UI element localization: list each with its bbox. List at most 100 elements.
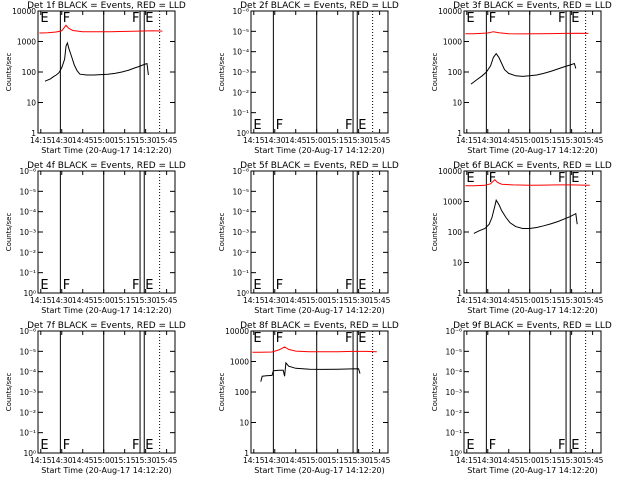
y-tick-label: 10⁻³ (232, 68, 249, 77)
y-tick-label: 1 (244, 449, 249, 458)
x-axis-label: Start Time (20-Aug-17 14:12:20) (41, 306, 172, 315)
plot-title: Det 9f BLACK = Events, RED = LLD (453, 321, 612, 331)
x-tick-label: 15:00 (306, 456, 328, 465)
marker-f: F (558, 438, 565, 453)
x-axis-label: Start Time (20-Aug-17 14:12:20) (254, 146, 385, 155)
y-axis-label: Counts/sec (431, 53, 439, 92)
x-tick-label: 15:30 (135, 456, 157, 465)
x-tick-label: 14:15 (456, 296, 478, 305)
y-tick-label: 10⁻⁶ (19, 327, 36, 336)
y-tick-label: 10 (239, 419, 249, 428)
panel-det-9: Det 9f BLACK = Events, RED = LLD Counts/s… (431, 321, 612, 475)
panel-det-4: Det 4f BLACK = Events, RED = LLD Counts/s… (5, 161, 186, 315)
marker-e: E (571, 171, 579, 186)
x-tick-label: 15:45 (156, 296, 178, 305)
x-axis-label: Start Time (20-Aug-17 14:12:20) (41, 146, 172, 155)
y-tick-label: 10⁻⁵ (232, 187, 249, 196)
panel-det-2: Det 2f BLACK = Events, RED = LLD Counts/s… (218, 1, 399, 155)
x-tick-label: 14:15 (243, 136, 265, 145)
y-tick-label: 10⁻⁵ (445, 347, 462, 356)
x-tick-label: 15:30 (348, 296, 370, 305)
y-tick-label: 10 (452, 99, 462, 108)
y-axis-label: Counts/sec (218, 213, 226, 252)
x-tick-label: 15:45 (582, 456, 604, 465)
x-tick-label: 14:45 (285, 136, 307, 145)
y-tick-label: 10 (452, 259, 462, 268)
y-tick-label: 1000 (443, 38, 462, 47)
x-tick-label: 14:15 (30, 136, 52, 145)
y-tick-label: 10⁻¹ (232, 269, 249, 278)
y-tick-label: 1 (31, 129, 36, 138)
plot-title: Det 2f BLACK = Events, RED = LLD (240, 1, 399, 11)
y-tick-label: 10⁻¹ (445, 429, 462, 438)
marker-e: E (145, 11, 153, 26)
panel-det-3: Det 3f BLACK = Events, RED = LLD Counts/s… (431, 1, 612, 155)
marker-e: E (571, 438, 579, 453)
x-tick-label: 15:00 (519, 456, 541, 465)
x-tick-label: 15:45 (582, 296, 604, 305)
x-tick-label: 14:15 (243, 456, 265, 465)
plot-frame (250, 10, 389, 134)
x-tick-label: 15:15 (114, 296, 136, 305)
plot-frame (37, 330, 176, 454)
x-tick-label: 15:30 (135, 296, 157, 305)
y-tick-label: 1000 (443, 198, 462, 207)
marker-e: E (40, 278, 48, 293)
x-tick-label: 15:30 (135, 136, 157, 145)
x-tick-label: 15:30 (561, 456, 583, 465)
x-tick-label: 14:30 (264, 456, 286, 465)
y-tick-label: 10⁻² (232, 88, 249, 97)
panel-det-5: Det 5f BLACK = Events, RED = LLD Counts/s… (218, 161, 399, 315)
x-tick-label: 14:15 (30, 456, 52, 465)
x-tick-label: 15:30 (561, 296, 583, 305)
plot-frame (463, 330, 602, 454)
marker-f: F (276, 278, 283, 293)
y-tick-label: 100 (448, 228, 463, 237)
y-tick-label: 10000 (438, 7, 462, 16)
marker-f: F (63, 278, 70, 293)
y-tick-label: 10⁻¹ (232, 109, 249, 118)
series-line-lld (39, 24, 163, 34)
y-tick-label: 100 (448, 68, 463, 77)
x-tick-label: 14:15 (456, 136, 478, 145)
plot-frame (463, 170, 602, 294)
y-tick-label: 10⁻¹ (19, 269, 36, 278)
panel-det-1: Det 1f BLACK = Events, RED = LLD Counts/s… (5, 1, 186, 155)
plot-title: Det 7f BLACK = Events, RED = LLD (27, 321, 186, 331)
x-tick-label: 15:00 (519, 296, 541, 305)
y-tick-label: 10⁻⁴ (232, 208, 249, 217)
series-line-lld (465, 31, 589, 35)
y-tick-label: 1000 (230, 358, 249, 367)
plot-title: Det 4f BLACK = Events, RED = LLD (27, 161, 186, 171)
x-tick-label: 14:45 (72, 136, 94, 145)
y-tick-label: 10⁰ (23, 449, 36, 458)
x-tick-label: 14:30 (477, 296, 499, 305)
y-tick-label: 10⁻⁶ (445, 327, 462, 336)
x-tick-label: 14:45 (498, 136, 520, 145)
x-tick-label: 15:15 (327, 296, 349, 305)
marker-f: F (132, 438, 139, 453)
marker-e: E (358, 278, 366, 293)
y-tick-label: 1000 (17, 38, 36, 47)
x-tick-label: 14:45 (285, 296, 307, 305)
series-line-events (260, 361, 361, 382)
y-tick-label: 10⁰ (236, 289, 249, 298)
plot-frame (250, 330, 389, 454)
y-axis-label: Counts/sec (431, 213, 439, 252)
x-tick-label: 14:45 (72, 296, 94, 305)
x-axis-label: Start Time (20-Aug-17 14:12:20) (467, 146, 598, 155)
marker-f: F (558, 11, 565, 26)
series-line-lld (252, 346, 377, 353)
y-axis-label: Counts/sec (218, 53, 226, 92)
x-tick-label: 15:00 (306, 296, 328, 305)
x-tick-label: 15:15 (540, 136, 562, 145)
marker-e: E (358, 118, 366, 133)
plot-title: Det 1f BLACK = Events, RED = LLD (27, 1, 186, 11)
x-tick-label: 15:00 (306, 136, 328, 145)
marker-e: E (253, 331, 261, 346)
plot-title: Det 5f BLACK = Events, RED = LLD (240, 161, 399, 171)
y-tick-label: 10⁻⁶ (232, 7, 249, 16)
panel-det-7: Det 7f BLACK = Events, RED = LLD Counts/s… (5, 321, 186, 475)
y-tick-label: 10⁻⁴ (19, 368, 36, 377)
